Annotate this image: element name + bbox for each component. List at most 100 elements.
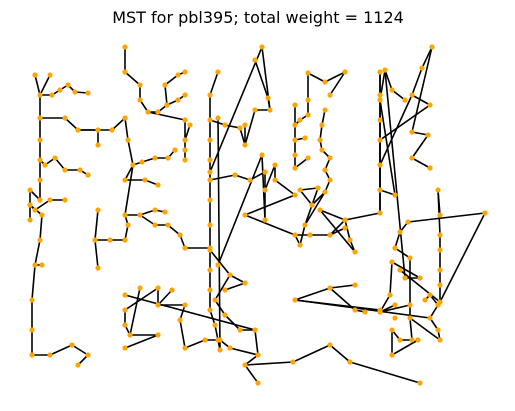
graph-node	[42, 162, 48, 168]
mst-edge	[124, 294, 256, 331]
graph-node	[377, 307, 383, 313]
mst-edge	[124, 287, 159, 311]
graph-node	[342, 217, 348, 223]
graph-node	[315, 185, 321, 191]
mst-edge	[217, 154, 263, 266]
mst-edge	[209, 71, 219, 96]
graph-node	[382, 67, 388, 73]
graph-node	[409, 129, 415, 135]
mst-edge	[437, 189, 441, 236]
mst-edge	[139, 209, 156, 216]
graph-node	[327, 232, 333, 238]
mst-edge	[31, 264, 36, 301]
mst-edge	[34, 199, 51, 211]
graph-node	[292, 122, 298, 128]
graph-node	[37, 157, 43, 163]
graph-node	[125, 222, 131, 228]
graph-node	[75, 362, 81, 368]
graph-node	[29, 327, 35, 333]
mst-edge	[217, 117, 221, 351]
chart-title: MST for pbl395; total weight = 1124	[112, 8, 404, 27]
graph-node	[122, 212, 128, 218]
mst-edge	[184, 124, 191, 141]
mst-edge	[344, 212, 381, 221]
graph-node	[327, 177, 333, 183]
graph-node	[352, 249, 358, 255]
mst-edge	[261, 154, 266, 221]
graph-node	[377, 162, 383, 168]
graph-node	[389, 259, 395, 265]
mst-edge	[124, 117, 129, 141]
mst-edge	[379, 94, 413, 166]
graph-node	[252, 107, 258, 113]
graph-node	[130, 162, 136, 168]
graph-node	[62, 115, 68, 121]
mst-edge	[34, 74, 41, 96]
graph-node	[212, 297, 218, 303]
graph-node	[327, 285, 333, 291]
graph-node	[392, 315, 398, 321]
graph-node	[409, 337, 415, 343]
mst-edge	[224, 282, 246, 291]
graph-node	[27, 187, 33, 193]
graph-node	[92, 237, 98, 243]
graph-node	[427, 292, 433, 298]
mst-edge	[254, 59, 269, 99]
graph-node	[57, 87, 63, 93]
graph-node	[182, 117, 188, 123]
graph-node	[47, 352, 53, 358]
mst-edge	[244, 361, 294, 366]
graph-node	[292, 137, 298, 143]
graph-node	[267, 107, 273, 113]
graph-node	[175, 72, 181, 78]
graph-node	[242, 280, 248, 286]
graph-node	[182, 92, 188, 98]
graph-node	[207, 137, 213, 143]
mst-edge	[299, 189, 313, 206]
mst-edge	[307, 72, 326, 83]
graph-node	[422, 297, 428, 303]
graph-node	[292, 192, 298, 198]
graph-node	[207, 222, 213, 228]
graph-node	[177, 232, 183, 238]
graph-node	[242, 362, 248, 368]
graph-node	[290, 359, 296, 365]
graph-node	[389, 87, 395, 93]
graph-node	[397, 337, 403, 343]
graph-node	[152, 207, 158, 213]
graph-node	[207, 117, 213, 123]
mst-edge	[391, 339, 419, 356]
mst-edge	[209, 309, 216, 326]
graph-node	[122, 44, 128, 50]
graph-node	[292, 232, 298, 238]
graph-node	[259, 152, 265, 158]
graph-node	[127, 332, 133, 338]
mst-edge	[167, 224, 181, 236]
graph-node	[377, 137, 383, 143]
graph-node	[182, 345, 188, 351]
graph-node	[377, 210, 383, 216]
graph-node	[292, 152, 298, 158]
graph-node	[415, 337, 421, 343]
graph-node	[437, 247, 443, 253]
graph-node	[397, 229, 403, 235]
graph-node	[207, 157, 213, 163]
graph-node	[317, 207, 323, 213]
mst-edge	[244, 364, 259, 384]
graph-node	[427, 165, 433, 171]
graph-node	[182, 137, 188, 143]
mst-edge	[384, 69, 406, 279]
mst-edge	[234, 174, 251, 181]
graph-node	[435, 302, 441, 308]
mst-edge	[299, 187, 319, 191]
mst-edge	[389, 261, 393, 296]
graph-node	[342, 69, 348, 75]
graph-node	[435, 187, 441, 193]
graph-node	[155, 285, 161, 291]
graph-node	[169, 287, 175, 293]
mst-edge	[124, 71, 141, 86]
mst-edge	[157, 289, 173, 306]
graph-node	[297, 242, 303, 248]
graph-node	[152, 222, 158, 228]
graph-node	[207, 287, 213, 293]
